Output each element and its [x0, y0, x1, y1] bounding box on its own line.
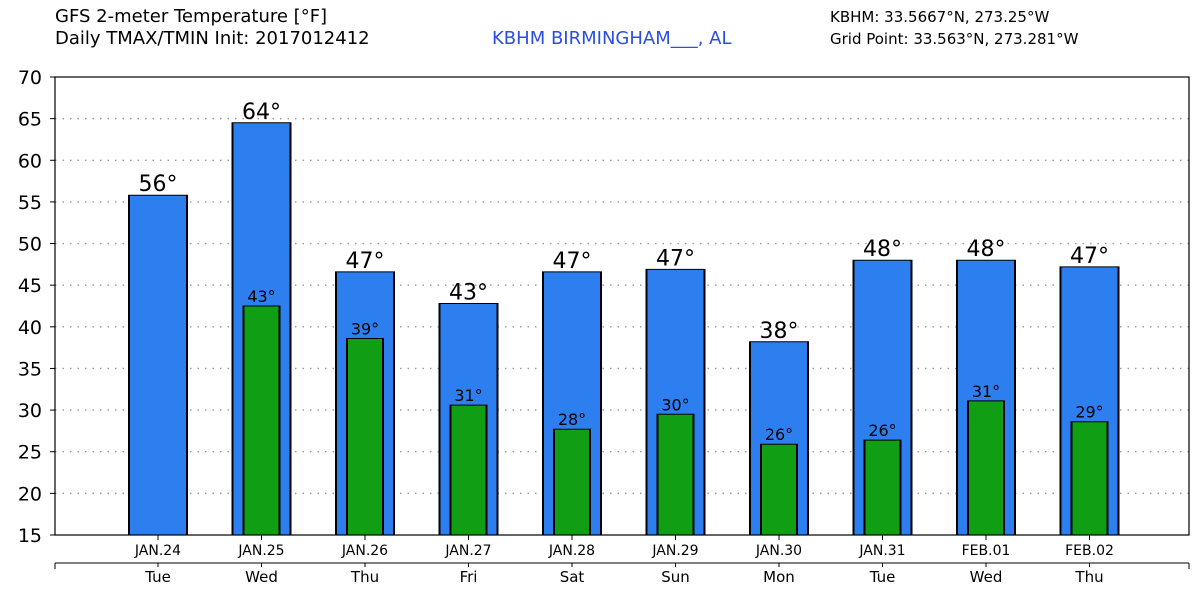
plot-frame: [54, 76, 1190, 536]
tmin-data-label: 43°: [247, 287, 275, 306]
y-tick-label: 50: [18, 234, 42, 256]
tmin-data-label: 29°: [1075, 403, 1103, 422]
tmax-data-label: 47°: [656, 246, 695, 271]
tmax-data-label: 47°: [553, 249, 592, 274]
tmin-bar: [863, 440, 902, 535]
x-day-label: Wed: [970, 568, 1003, 586]
x-date-label: JAN.26: [341, 543, 388, 559]
tmin-bar: [449, 405, 488, 535]
x-date-label: JAN.31: [858, 543, 905, 559]
tmin-data-label: 31°: [972, 382, 1000, 401]
y-tick-label: 15: [18, 525, 42, 547]
tmax-data-label: 48°: [967, 237, 1006, 262]
y-tick-label: 30: [18, 400, 42, 422]
tmax-data-label: 56°: [139, 172, 178, 197]
x-day-label: Wed: [245, 568, 278, 586]
x-day-label: Sat: [560, 568, 585, 586]
x-date-label: JAN.30: [755, 543, 802, 559]
tmax-bar: [128, 195, 188, 536]
x-day-label: Fri: [460, 568, 478, 586]
y-tick-label: 45: [18, 275, 42, 297]
y-tick-label: 40: [18, 317, 42, 339]
x-day-label: Thu: [350, 568, 379, 586]
grid-lines: [55, 117, 1189, 495]
y-tick-label: 60: [18, 150, 42, 172]
x-date-label: JAN.25: [237, 543, 284, 559]
tmin-data-label: 30°: [661, 395, 689, 414]
tmax-data-label: 43°: [449, 281, 488, 306]
chart-title: GFS 2-meter Temperature [°F]: [55, 6, 328, 27]
axes: 15 20 25 30 35 40 45 50 55 60 65 70 JAN.24 Tue JAN.25 W…: [18, 67, 1190, 586]
x-date-label: JAN.28: [548, 543, 595, 559]
x-date-label: JAN.24: [134, 543, 181, 559]
tmin-bar: [760, 444, 798, 535]
tmin-bar: [242, 306, 281, 535]
station-name: KBHM BIRMINGHAM___, AL: [492, 28, 732, 49]
tmin-data-label: 26°: [868, 421, 896, 440]
grid-point-coordinates: Grid Point: 33.563°N, 273.281°W: [830, 30, 1079, 48]
plot-border: [54, 76, 1190, 536]
x-date-label: JAN.29: [651, 543, 698, 559]
bars: [128, 122, 1120, 536]
tmax-data-label: 47°: [346, 249, 385, 274]
y-tick-label: 70: [18, 67, 42, 89]
y-tick-label: 20: [18, 483, 42, 505]
tmax-data-label: 47°: [1070, 244, 1109, 269]
tmin-bar: [553, 429, 591, 535]
tmin-bar: [1070, 421, 1109, 535]
x-day-label: Tue: [144, 568, 171, 586]
tmin-bar: [656, 414, 695, 535]
y-tick-label: 25: [18, 442, 42, 464]
x-day-label: Sun: [661, 568, 690, 586]
y-tick-label: 55: [18, 192, 42, 214]
x-date-label: FEB.02: [1065, 543, 1114, 559]
tmin-data-label: 39°: [351, 319, 379, 338]
tmin-bar: [346, 338, 384, 535]
y-tick-label: 65: [18, 109, 42, 131]
chart-subtitle: Daily TMAX/TMIN Init: 2017012412: [55, 28, 370, 49]
tmin-data-label: 26°: [765, 425, 793, 444]
tmin-bar: [967, 400, 1005, 535]
tmax-data-label: 38°: [760, 319, 799, 344]
x-date-label: JAN.27: [444, 543, 491, 559]
y-tick-label: 35: [18, 358, 42, 380]
tmax-data-label: 64°: [242, 100, 281, 125]
tmax-data-label: 48°: [863, 237, 902, 262]
station-coordinates: KBHM: 33.5667°N, 273.25°W: [830, 8, 1050, 26]
tmin-data-label: 28°: [558, 410, 586, 429]
data-labels: 56° 64° 43° 47° 39° 43° 31° 47° 28° 47° 30° 38° 26° 4…: [139, 100, 1110, 444]
x-day-label: Tue: [869, 568, 896, 586]
x-day-label: Mon: [763, 568, 795, 586]
x-date-label: FEB.01: [962, 543, 1011, 559]
tmin-data-label: 31°: [454, 386, 482, 405]
x-day-label: Thu: [1074, 568, 1103, 586]
